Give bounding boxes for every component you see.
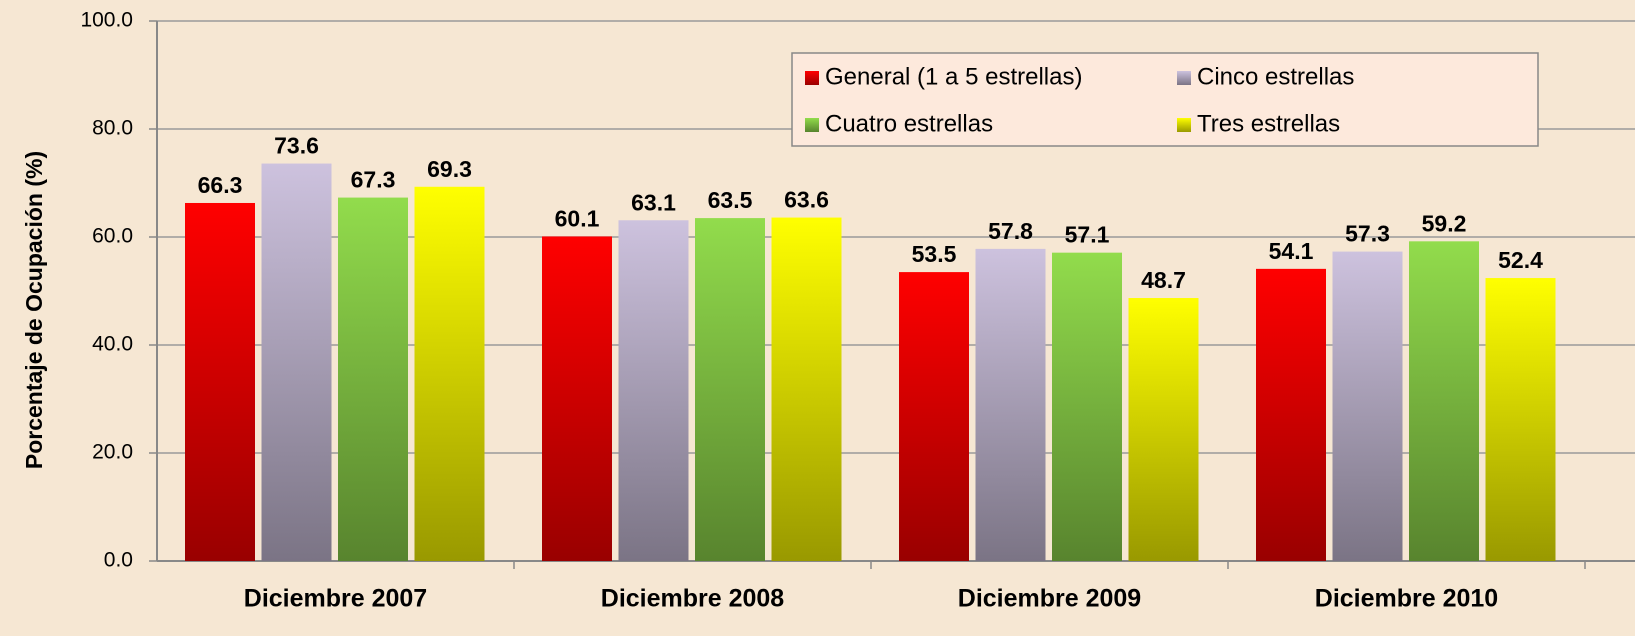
- legend-swatch: [805, 71, 819, 85]
- data-label: 69.3: [427, 156, 472, 182]
- legend-box: [791, 52, 1539, 147]
- data-label: 60.1: [555, 206, 600, 232]
- y-tick-label: 60.0: [92, 225, 133, 248]
- bar: [185, 202, 255, 562]
- data-label: 54.1: [1269, 238, 1314, 264]
- y-tick-label: 20.0: [92, 441, 133, 464]
- x-tick-label: Diciembre 2010: [1315, 585, 1498, 613]
- bar: [1256, 268, 1326, 561]
- bar: [618, 220, 689, 561]
- data-label: 63.6: [784, 187, 829, 213]
- bar: [1485, 278, 1556, 561]
- bar: [338, 197, 408, 561]
- x-tick-label: Diciembre 2008: [601, 585, 785, 613]
- bar: [771, 217, 842, 561]
- bar: [542, 236, 612, 561]
- bar: [975, 248, 1046, 561]
- bar: [899, 272, 969, 561]
- data-label: 57.8: [988, 218, 1033, 244]
- data-label: 57.3: [1345, 221, 1390, 247]
- data-label: 63.5: [708, 187, 753, 213]
- legend-label: General (1 a 5 estrellas): [825, 63, 1082, 90]
- data-label: 66.3: [198, 172, 243, 198]
- y-tick-label: 40.0: [92, 333, 133, 356]
- x-tick-label: Diciembre 2007: [244, 585, 427, 613]
- bar: [695, 218, 765, 561]
- x-tick-label: Diciembre 2009: [958, 585, 1141, 613]
- bar: [1409, 241, 1479, 561]
- bar: [1052, 252, 1122, 561]
- y-tick-label: 80.0: [92, 117, 133, 140]
- y-axis-label: Porcentaje de Ocupación (%): [21, 151, 47, 469]
- data-label: 52.4: [1498, 247, 1543, 273]
- legend-swatch: [805, 118, 819, 132]
- bar: [1128, 298, 1199, 561]
- bar: [414, 186, 485, 561]
- legend-swatch: [1177, 71, 1191, 85]
- legend-label: Tres estrellas: [1197, 110, 1340, 137]
- y-tick-label: 0.0: [104, 549, 133, 572]
- data-label: 73.6: [274, 133, 319, 159]
- legend-swatch: [1177, 118, 1191, 132]
- data-label: 53.5: [912, 241, 957, 267]
- data-label: 59.2: [1422, 210, 1467, 236]
- bar: [261, 163, 332, 561]
- data-label: 63.1: [631, 189, 676, 215]
- bar: [1332, 251, 1403, 561]
- y-tick-label: 100.0: [80, 9, 133, 32]
- data-label: 67.3: [351, 167, 396, 193]
- legend-label: Cuatro estrellas: [825, 110, 993, 137]
- data-label: 57.1: [1065, 222, 1110, 248]
- legend-label: Cinco estrellas: [1197, 63, 1354, 90]
- data-label: 48.7: [1141, 267, 1186, 293]
